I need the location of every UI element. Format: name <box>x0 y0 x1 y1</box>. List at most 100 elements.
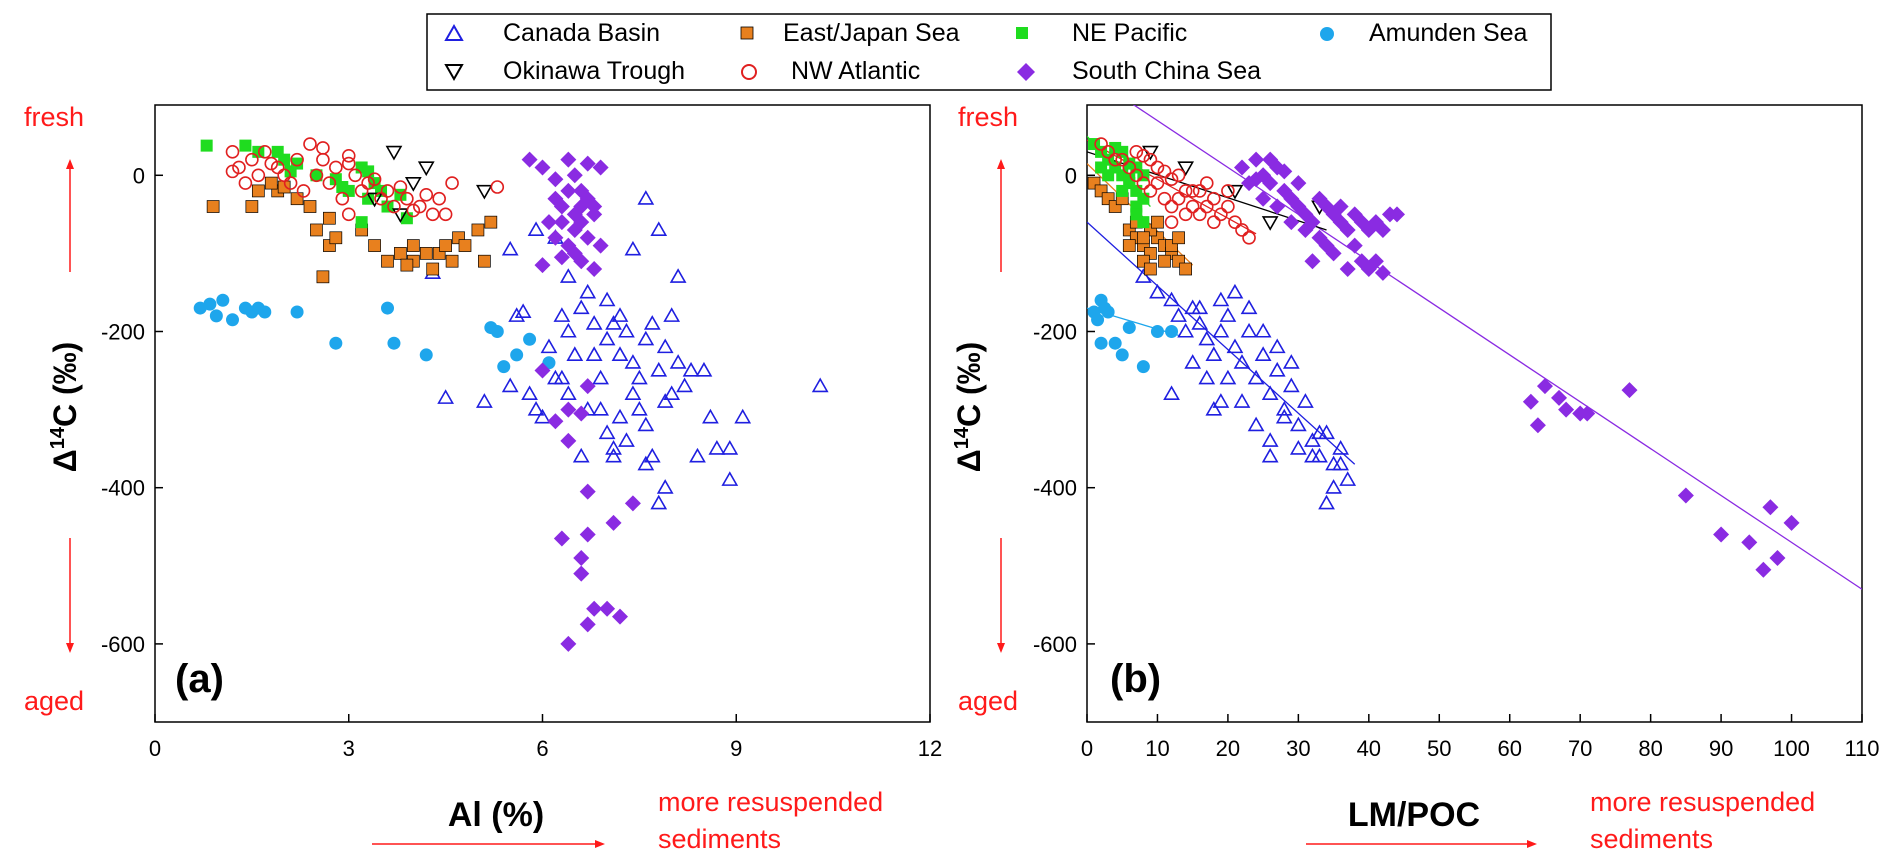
panel-a-point-canada-35 <box>618 432 635 447</box>
panel-b-point-scs-24 <box>1269 198 1286 215</box>
panel-b-xtick-label-4: 40 <box>1357 736 1381 761</box>
panel-b-xtick-label-6: 60 <box>1497 736 1521 761</box>
panel-a-point-canada-47 <box>734 408 752 424</box>
panel-a-point-eastjapan-14 <box>394 247 407 260</box>
panel-a-point-amunden-15 <box>490 324 504 338</box>
panel-a-point-canada-40 <box>663 385 681 401</box>
panel-b-ytick-label-0: 0 <box>1065 163 1077 188</box>
panel-b-point-nwatlantic-0 <box>1094 137 1108 151</box>
panel-b-point-canada-16 <box>1261 385 1279 401</box>
panel-b-point-canada-49 <box>1261 447 1279 463</box>
panel-b-xlabel: LM/POC <box>1348 796 1480 834</box>
panel-b-point-eastjapan-23 <box>1137 231 1150 245</box>
panel-b-point-scs-43 <box>1529 417 1546 434</box>
panel-a-point-scs-12 <box>540 214 557 231</box>
panel-b-point-scs-40 <box>1374 264 1391 281</box>
panel-b-point-canada-1 <box>1149 283 1166 299</box>
panel-a-point-eastjapan-7 <box>316 270 330 284</box>
panel-a-point-canada-50 <box>637 190 655 205</box>
panel-b-point-scs-29 <box>1339 261 1356 278</box>
panel-b-point-canada-20 <box>1289 416 1307 432</box>
panel-a-ylabel-delta: Δ <box>47 449 83 472</box>
legend-label-scs: South China Sea <box>1072 57 1261 85</box>
panel-b-point-scs-1 <box>1248 151 1265 168</box>
panel-b-point-eastjapan-18 <box>1158 254 1171 268</box>
panel-a-point-scs-40 <box>612 608 628 625</box>
panel-b-point-canada-39 <box>1304 447 1321 463</box>
panel-a-point-scs-41 <box>579 616 596 633</box>
panel-a-point-canada-66 <box>598 291 616 307</box>
panel-a-point-canada-22 <box>618 322 635 338</box>
panel-b-point-amunden-4 <box>1094 336 1108 350</box>
panel-b-point-canada-26 <box>1332 440 1350 455</box>
panel-b-point-nwatlantic-19 <box>1228 215 1242 229</box>
panel-b-point-amunden-9 <box>1150 324 1164 338</box>
panel-a-point-canada-13 <box>553 307 571 322</box>
panel-a-point-scs-26 <box>566 221 583 238</box>
panel-a-point-nwatlantic-7 <box>303 137 317 151</box>
panel-b-point-nwatlantic-24 <box>1157 164 1172 179</box>
legend-entry-eastjapan: East/Japan Sea <box>740 19 960 47</box>
panel-b-point-canada-23 <box>1311 447 1328 463</box>
panel-b-point-scs-33 <box>1262 151 1279 168</box>
panel-b-xtick-label-3: 30 <box>1286 736 1310 761</box>
panel-a-point-canada-24 <box>630 369 648 385</box>
panel-a-point-canada-56 <box>592 400 610 416</box>
panel-b-point-canada-18 <box>1275 400 1293 416</box>
panel-b-point-canada-13 <box>1240 322 1258 338</box>
panel-b-point-canada-14 <box>1247 369 1265 385</box>
panel-a-point-canada-28 <box>656 338 674 354</box>
panel-b-ticks: 0 10 20 30 40 50 60 70 80 90 100 110 0 -200 -400 -600 <box>1033 163 1880 761</box>
panel-a-point-amunden-2 <box>209 309 223 323</box>
panel-b-point-nwatlantic-1 <box>1101 145 1115 159</box>
panel-b-point-nepacific-17 <box>1130 208 1143 221</box>
panel-b-point-canada-6 <box>1191 315 1209 330</box>
panel-b-point-scs-32 <box>1367 253 1384 270</box>
legend-marker-okinawa <box>444 64 464 82</box>
panel-a-point-canada-10 <box>534 408 551 424</box>
panel-b-point-canada-29 <box>1325 479 1342 494</box>
panel-a-point-canada-14 <box>559 322 577 338</box>
panel-b-point-canada-12 <box>1233 354 1251 369</box>
panel-a-point-nepacific-1 <box>239 139 252 152</box>
panel-a-point-nwatlantic-8 <box>316 152 330 167</box>
panel-a-point-amunden-13 <box>419 348 433 362</box>
panel-b-point-scs-34 <box>1276 163 1293 180</box>
panel-b-point-amunden-7 <box>1122 321 1136 335</box>
panel-b-point-amunden-5 <box>1108 336 1122 350</box>
panel-b-point-okinawa-1 <box>1177 161 1195 177</box>
panel-b-point-canada-3 <box>1170 307 1187 322</box>
panel-b-point-canada-45 <box>1268 338 1286 354</box>
panel-b-point-amunden-3 <box>1101 305 1115 319</box>
panel-b-ytick-label-1: -200 <box>1033 319 1077 344</box>
panel-b-point-nwatlantic-3 <box>1115 152 1130 167</box>
panel-b-ylabel: Δ14C (‰) <box>951 342 987 473</box>
panel-a-points <box>193 137 829 652</box>
panel-a-point-scs-34 <box>560 432 577 449</box>
panel-a-point-nwatlantic-12 <box>354 184 369 198</box>
panel-a-point-amunden-4 <box>226 313 239 327</box>
panel-a-point-amunden-12 <box>387 336 401 350</box>
panel-b-point-canada-19 <box>1282 377 1300 393</box>
panel-b-point-canada-36 <box>1261 432 1279 447</box>
panel-a-resuspended-line1: more resuspended <box>658 787 883 817</box>
panel-a-point-canada-61 <box>656 479 674 494</box>
panel-a-point-nwatlantic-29 <box>341 207 356 222</box>
panel-a-point-nwatlantic-28 <box>335 191 350 206</box>
panel-a-point-canada-9 <box>527 400 545 416</box>
panel-b-point-scs-35 <box>1290 175 1307 192</box>
panel-a-point-canada-20 <box>605 315 622 330</box>
panel-b-point-canada-22 <box>1304 432 1321 447</box>
panel-a-point-canada-7 <box>501 377 519 393</box>
panel-a-point-canada-6 <box>475 393 493 408</box>
legend-marker-eastjapan <box>740 26 754 40</box>
legend-marker-canada <box>444 23 464 41</box>
panel-b-point-canada-42 <box>1226 283 1244 299</box>
panel-b-point-scs-50 <box>1677 487 1694 504</box>
panel-b-point-nwatlantic-10 <box>1164 199 1179 214</box>
panel-b-point-canada-21 <box>1297 393 1314 408</box>
panel-a-point-nwatlantic-15 <box>387 199 401 214</box>
legend-marker-nwatlantic <box>741 64 757 80</box>
panel-b-point-nwatlantic-30 <box>1164 215 1179 229</box>
panel-a-point-okinawa-1 <box>417 161 435 177</box>
